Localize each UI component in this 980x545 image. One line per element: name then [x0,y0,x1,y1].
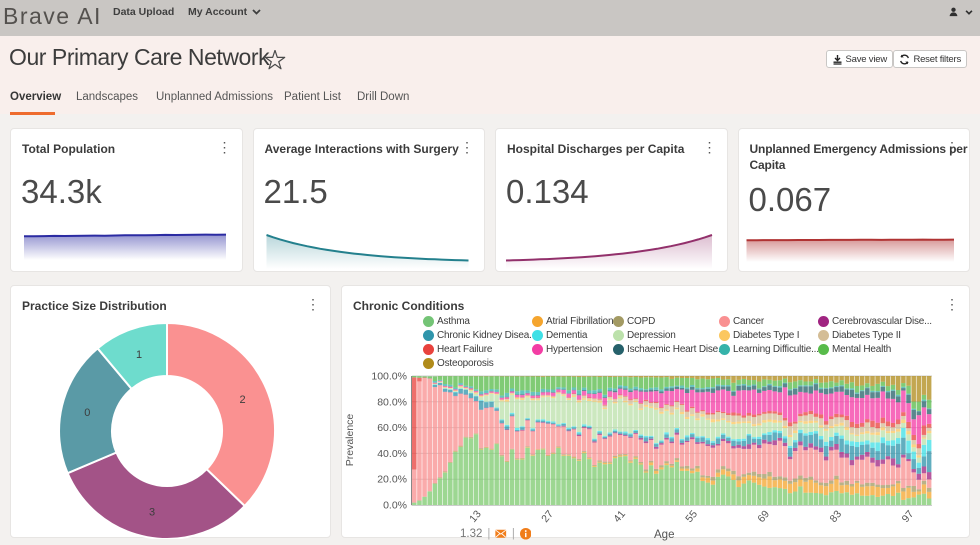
svg-text:40.0%: 40.0% [377,448,407,460]
svg-text:41: 41 [611,508,628,525]
svg-text:55: 55 [683,508,700,525]
svg-text:20.0%: 20.0% [377,474,407,486]
svg-text:3: 3 [149,507,155,519]
svg-text:60.0%: 60.0% [377,422,407,434]
svg-text:13: 13 [467,508,484,525]
svg-text:1: 1 [136,349,142,361]
svg-text:97: 97 [900,508,917,525]
svg-text:100.0%: 100.0% [371,371,407,383]
svg-text:0: 0 [84,407,90,419]
svg-text:83: 83 [827,508,844,525]
svg-text:69: 69 [755,508,772,525]
svg-text:27: 27 [539,508,556,525]
svg-text:2: 2 [239,394,245,406]
svg-text:0.0%: 0.0% [383,500,407,512]
svg-text:80.0%: 80.0% [377,396,407,408]
